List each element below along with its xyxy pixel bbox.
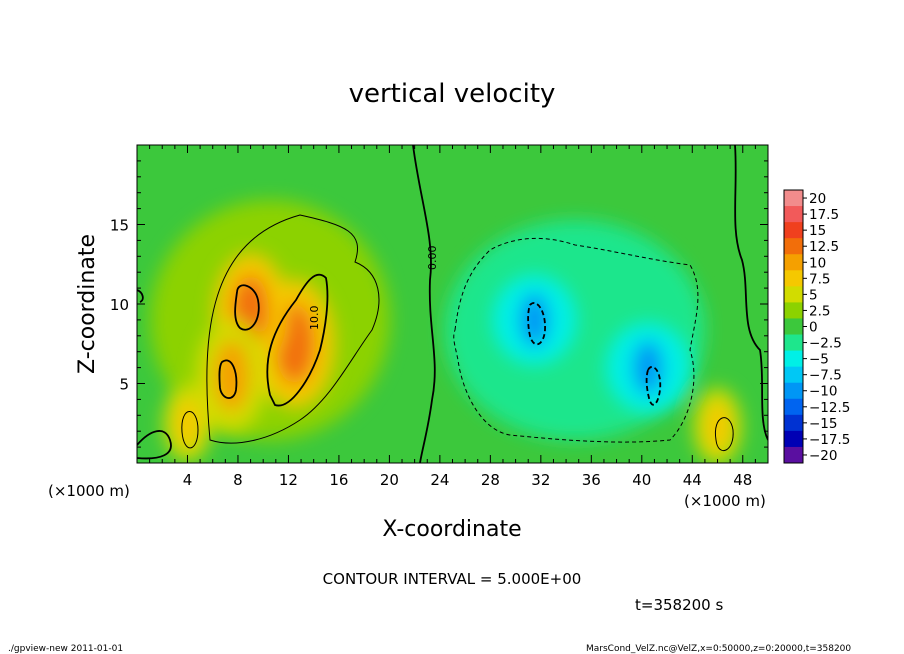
colorbar-label: −7.5	[809, 368, 842, 384]
contour-label-10: 10.0	[308, 306, 321, 331]
colorbar-label: −17.5	[809, 432, 850, 448]
colorbar-label: 5	[809, 287, 818, 303]
x-tick-label: 48	[733, 471, 752, 489]
time-stamp: t=358200 s	[635, 596, 723, 614]
colorbar-label: 7.5	[809, 271, 830, 287]
y-axis: 5 10 15	[110, 160, 768, 448]
colorbar-label: 2.5	[809, 303, 830, 319]
colorbar-swatch	[784, 334, 803, 352]
colorbar: 2017.51512.5107.552.50−2.5−5−7.5−10−12.5…	[783, 189, 850, 464]
x-tick-label: 20	[380, 471, 399, 489]
contour-label-0: 0.00	[426, 246, 439, 271]
downdraft-core-0	[519, 292, 550, 347]
x-tick-label: 28	[481, 471, 500, 489]
x-axis: 4 8 12 16 20 24 28 32 36 40 44 48	[149, 145, 756, 489]
updraft-core-3	[175, 399, 200, 448]
velocity-field	[163, 253, 742, 463]
colorbar-swatch	[784, 270, 803, 287]
colorbar-label: −5	[809, 352, 829, 368]
colorbar-swatch	[784, 190, 803, 207]
x-unit-label-left: (×1000 m)	[48, 482, 130, 500]
colorbar-swatch	[784, 254, 803, 271]
y-tick-label: 10	[110, 296, 129, 314]
downdraft-core-1	[633, 340, 664, 395]
colorbar-label: 17.5	[809, 207, 839, 223]
colorbar-swatch	[784, 302, 803, 319]
colorbar-swatch	[784, 398, 803, 416]
contour-lines	[137, 145, 768, 463]
colorbar-swatch	[784, 286, 803, 303]
y-axis-label: Z-coordinate	[75, 234, 100, 374]
footer-left: ./gpview-new 2011-01-01	[8, 644, 123, 654]
x-tick-label: 40	[632, 471, 651, 489]
colorbar-swatch	[784, 430, 803, 448]
colorbar-swatch	[784, 318, 803, 336]
updraft-core-2	[214, 340, 250, 411]
y-tick-label: 5	[119, 376, 129, 394]
x-tick-label: 12	[279, 471, 298, 489]
x-tick-label: 36	[582, 471, 601, 489]
colorbar-label: −2.5	[809, 336, 842, 352]
colorbar-label: −20	[809, 448, 838, 464]
colorbar-label: −12.5	[809, 400, 850, 416]
colorbar-swatch	[784, 350, 803, 368]
x-tick-label: 32	[531, 471, 550, 489]
footer-right: MarsCond_VelZ.nc@VelZ,x=0:50000,z=0:2000…	[586, 644, 851, 654]
colorbar-label: −15	[809, 416, 838, 432]
contour-interval: CONTOUR INTERVAL = 5.000E+00	[323, 570, 582, 588]
x-axis-label: X-coordinate	[382, 517, 521, 542]
colorbar-swatch	[784, 222, 803, 239]
colorbar-swatch	[784, 366, 803, 384]
chart-title: vertical velocity	[349, 79, 556, 109]
colorbar-swatch	[784, 446, 803, 464]
colorbar-label: 0	[809, 320, 818, 336]
x-unit-label-right: (×1000 m)	[684, 492, 766, 510]
colorbar-label: 20	[809, 191, 826, 207]
colorbar-swatch	[784, 206, 803, 223]
updraft-core-4	[705, 402, 730, 451]
x-tick-label: 44	[683, 471, 702, 489]
colorbar-swatch	[784, 382, 803, 400]
colorbar-swatch	[784, 414, 803, 432]
colorbar-label: 10	[809, 255, 826, 271]
x-tick-label: 24	[430, 471, 449, 489]
plot-area: 10.0 0.00	[137, 145, 768, 463]
x-tick-label: 16	[329, 471, 348, 489]
colorbar-label: 12.5	[809, 239, 839, 255]
x-tick-label: 4	[183, 471, 193, 489]
y-tick-label: 15	[110, 217, 129, 235]
colorbar-swatch	[784, 238, 803, 255]
colorbar-label: −10	[809, 384, 838, 400]
x-tick-label: 8	[233, 471, 243, 489]
colorbar-label: 15	[809, 223, 826, 239]
